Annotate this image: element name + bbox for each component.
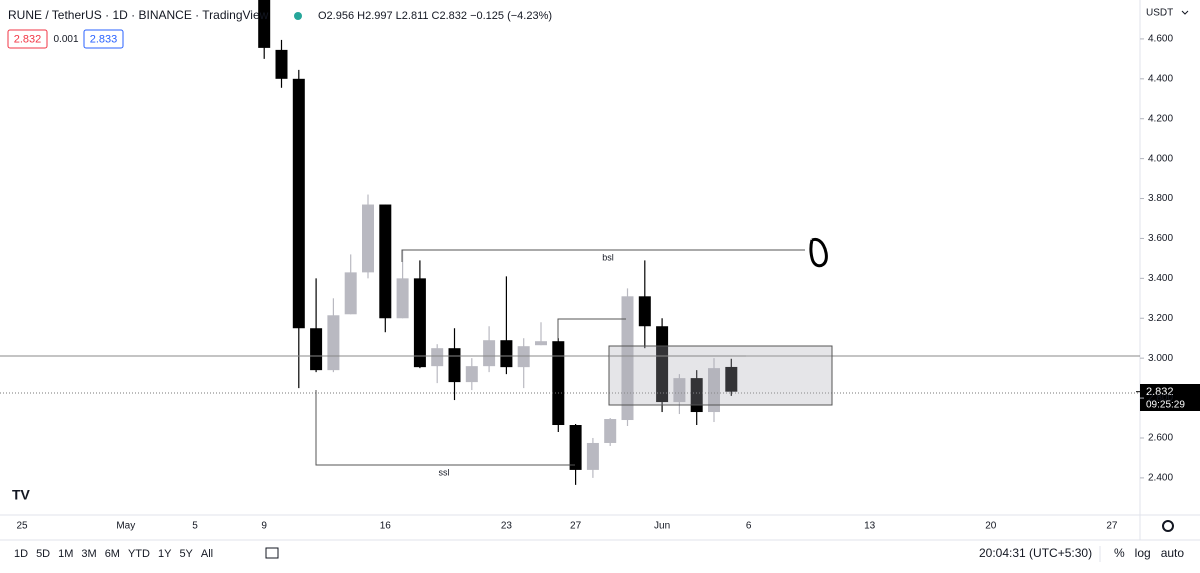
candle-body (690, 378, 703, 413)
settings-icon[interactable] (1162, 520, 1174, 532)
compare-icon[interactable] (265, 547, 279, 559)
unit-label[interactable]: USDT (1146, 8, 1173, 19)
bid-box[interactable] (7, 29, 48, 49)
candle-body (258, 0, 271, 48)
ssl-line (315, 390, 575, 466)
candle-body (569, 425, 582, 470)
candle-body (621, 296, 634, 421)
x-tick-label: 9 (261, 521, 267, 532)
range-button[interactable]: 1M (58, 548, 73, 560)
option-button[interactable]: auto (1161, 546, 1185, 560)
y-tick-label: 2.800 (1148, 393, 1173, 404)
candle-body (517, 346, 530, 368)
bsl-line (401, 249, 805, 262)
candle-body (327, 315, 340, 371)
candle-body (448, 348, 461, 383)
range-button[interactable]: 5D (36, 548, 50, 560)
option-button[interactable]: log (1135, 546, 1151, 560)
candle-body (362, 204, 374, 273)
candle-body (413, 278, 426, 368)
x-tick-label: 23 (501, 521, 513, 532)
candle-body (431, 348, 444, 367)
x-tick-label: 20 (985, 521, 997, 532)
range-button[interactable]: 1D (14, 548, 28, 560)
hand-drawing (809, 237, 828, 268)
x-tick-label: 13 (864, 521, 876, 532)
ask: 2.833 (90, 33, 118, 45)
candle-body (535, 341, 547, 346)
status-dot (294, 12, 302, 20)
ohlc: O2.956 H2.997 L2.811 C2.832 −0.125 (−4.2… (318, 10, 552, 22)
x-tick-label: 6 (746, 521, 752, 532)
logo[interactable]: TV (12, 487, 31, 503)
candle-body (465, 366, 478, 383)
annotation: ssl (439, 467, 450, 477)
y-tick-label: 3.200 (1148, 313, 1173, 324)
x-tick-label: Jun (654, 521, 670, 532)
toolbar: 1D 5D 1M 3M 6M YTD 1Y 5Y All% log auto (14, 546, 1184, 560)
option-button[interactable]: % (1114, 546, 1125, 560)
last-price-box (1140, 384, 1200, 411)
x-tick-label: May (116, 521, 135, 532)
range-button[interactable]: YTD (128, 548, 150, 560)
candle-body (292, 78, 305, 329)
candle-body (275, 49, 288, 79)
trend-line (557, 318, 626, 341)
y-tick-label: 3.800 (1148, 193, 1173, 204)
range-button[interactable]: 3M (81, 548, 96, 560)
spread: 0.001 (53, 34, 78, 45)
candle-body (604, 419, 617, 443)
candle-body (673, 378, 686, 403)
range-button[interactable]: All (201, 548, 213, 560)
x-tick-label: 27 (570, 521, 582, 532)
range-button[interactable]: 6M (105, 548, 120, 560)
candle-body (396, 278, 409, 319)
candle-body (638, 296, 651, 327)
y-tick-label: 4.000 (1148, 153, 1173, 164)
candle-body (708, 368, 720, 413)
y-tick-label: 4.400 (1148, 73, 1173, 84)
x-tick-label: 16 (380, 521, 392, 532)
x-tick-label: 27 (1106, 521, 1118, 532)
x-tick-label: 5 (192, 521, 198, 532)
candle-body (379, 204, 392, 319)
candle-body (310, 328, 323, 371)
candle-body (483, 340, 496, 367)
candle-body (586, 442, 599, 470)
annotation: bsl (602, 252, 614, 262)
y-tick-label: 3.000 (1148, 353, 1173, 364)
candle-body (552, 341, 565, 426)
candle-body (500, 340, 513, 368)
dropdown-icon[interactable] (1181, 10, 1189, 15)
ask-box[interactable] (83, 29, 124, 49)
y-tick-label: 3.400 (1148, 273, 1173, 284)
candle-body (725, 366, 738, 392)
y-tick-label: 2.400 (1148, 473, 1173, 484)
zone-box (608, 345, 833, 406)
last-price: 2.832 (1146, 386, 1174, 398)
y-tick-label: 3.600 (1148, 233, 1173, 244)
bid: 2.832 (14, 33, 42, 45)
range-button[interactable]: 5Y (179, 548, 193, 560)
clock: 20:04:31 (UTC+5:30) (979, 546, 1092, 560)
x-tick-label: 25 (16, 521, 28, 532)
range-button[interactable]: 1Y (158, 548, 172, 560)
y-tick-label: 4.200 (1148, 113, 1173, 124)
candles (258, 0, 738, 485)
candle-body (344, 272, 357, 315)
symbol-title: RUNE / TetherUS · 1D · BINANCE · Trading… (8, 8, 269, 22)
y-tick-label: 2.600 (1148, 433, 1173, 444)
candle-body (656, 326, 669, 403)
countdown: 09:25:29 (1146, 400, 1185, 411)
y-tick-label: 4.600 (1148, 34, 1173, 45)
